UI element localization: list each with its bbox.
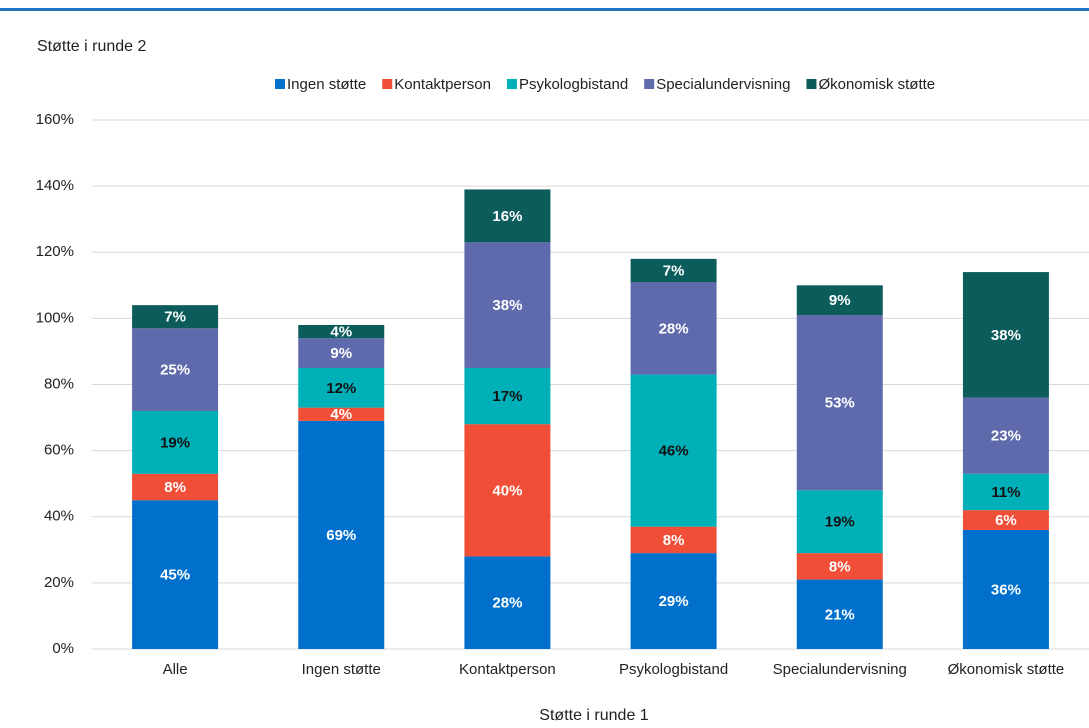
value-label: 4% bbox=[330, 406, 352, 423]
bar-segment bbox=[796, 553, 883, 580]
bar-segment bbox=[132, 410, 219, 474]
top-rule bbox=[0, 8, 1089, 11]
legend-label: Psykologbistand bbox=[519, 76, 628, 93]
value-label: 36% bbox=[991, 581, 1021, 598]
bar-segment bbox=[298, 338, 385, 368]
bar-segment bbox=[796, 285, 883, 316]
x-tick-label: Specialundervisning bbox=[773, 661, 907, 678]
value-label: 8% bbox=[164, 479, 186, 496]
legend-swatch bbox=[644, 79, 655, 89]
bar-segment bbox=[464, 242, 551, 368]
value-label: 17% bbox=[492, 388, 522, 405]
bar-segment bbox=[630, 282, 717, 375]
legend-swatch bbox=[806, 79, 817, 89]
legend-swatch bbox=[382, 79, 393, 89]
y-tick-label: 0% bbox=[52, 640, 74, 657]
y-tick-label: 80% bbox=[44, 375, 74, 392]
y-tick-label: 120% bbox=[36, 243, 74, 260]
value-label: 4% bbox=[330, 324, 352, 341]
value-label: 29% bbox=[659, 593, 689, 610]
legend-label: Ingen støtte bbox=[287, 76, 366, 93]
value-label: 16% bbox=[492, 208, 522, 225]
y-tick-label: 100% bbox=[36, 309, 74, 326]
bar-segment bbox=[132, 305, 219, 329]
bar-segment bbox=[630, 374, 717, 527]
value-label: 28% bbox=[492, 595, 522, 612]
value-label: 7% bbox=[164, 309, 186, 326]
y-tick-label: 140% bbox=[36, 177, 74, 194]
bar-segment bbox=[464, 367, 551, 425]
value-label: 40% bbox=[492, 482, 522, 499]
value-label: 8% bbox=[663, 532, 685, 549]
value-label: 21% bbox=[825, 606, 855, 623]
bar-segment bbox=[796, 579, 883, 649]
bar-segment bbox=[962, 272, 1049, 398]
value-label: 38% bbox=[492, 297, 522, 314]
value-label: 28% bbox=[659, 320, 689, 337]
bar-segment bbox=[298, 420, 385, 649]
bar-segment bbox=[630, 258, 717, 283]
x-tick-label: Økonomisk støtte bbox=[948, 661, 1065, 678]
value-label: 6% bbox=[995, 512, 1017, 529]
value-label: 23% bbox=[991, 428, 1021, 445]
value-label: 8% bbox=[829, 558, 851, 575]
legend-label: Kontaktperson bbox=[394, 76, 491, 93]
bar-segment bbox=[796, 490, 883, 554]
bar-segment bbox=[298, 367, 385, 408]
bar-segment bbox=[132, 500, 219, 649]
bar-segment bbox=[962, 397, 1049, 474]
value-label: 69% bbox=[326, 527, 356, 544]
value-label: 9% bbox=[330, 345, 352, 362]
chart-title: Støtte i runde 2 bbox=[37, 38, 146, 55]
x-axis-title: Støtte i runde 1 bbox=[539, 707, 648, 724]
value-label: 9% bbox=[829, 292, 851, 309]
bar-segment bbox=[464, 424, 551, 557]
bar-segment bbox=[962, 529, 1049, 649]
bar-segment bbox=[298, 324, 385, 339]
value-label: 19% bbox=[825, 514, 855, 531]
y-tick-label: 60% bbox=[44, 442, 74, 459]
value-label: 19% bbox=[160, 434, 190, 451]
bar-segment bbox=[962, 510, 1049, 530]
value-label: 38% bbox=[991, 327, 1021, 344]
legend-label: Økonomisk støtte bbox=[818, 76, 935, 93]
x-tick-label: Kontaktperson bbox=[459, 661, 556, 678]
bar-segment bbox=[132, 328, 219, 411]
value-label: 45% bbox=[160, 567, 190, 584]
y-tick-label: 20% bbox=[44, 574, 74, 591]
legend-label: Specialundervisning bbox=[656, 76, 790, 93]
legend-swatch bbox=[506, 79, 517, 89]
value-label: 53% bbox=[825, 395, 855, 412]
value-label: 7% bbox=[663, 262, 685, 279]
value-label: 11% bbox=[991, 484, 1020, 501]
x-tick-label: Ingen støtte bbox=[302, 661, 381, 678]
x-tick-label: Psykologbistand bbox=[619, 661, 728, 678]
bar-segment bbox=[630, 526, 717, 554]
y-tick-label: 40% bbox=[44, 508, 74, 525]
bar-segment bbox=[962, 473, 1049, 511]
x-tick-label: Alle bbox=[163, 661, 188, 678]
y-tick-label: 160% bbox=[36, 111, 74, 128]
bar-segment bbox=[464, 189, 551, 243]
bar-segment bbox=[298, 407, 385, 421]
value-label: 25% bbox=[160, 362, 190, 379]
bar-segment bbox=[464, 556, 551, 649]
bar-segment bbox=[132, 473, 219, 501]
value-label: 46% bbox=[659, 443, 689, 460]
value-label: 12% bbox=[326, 380, 356, 397]
legend-swatch bbox=[275, 79, 285, 89]
bar-segment bbox=[630, 553, 717, 649]
bar-segment bbox=[796, 315, 883, 491]
